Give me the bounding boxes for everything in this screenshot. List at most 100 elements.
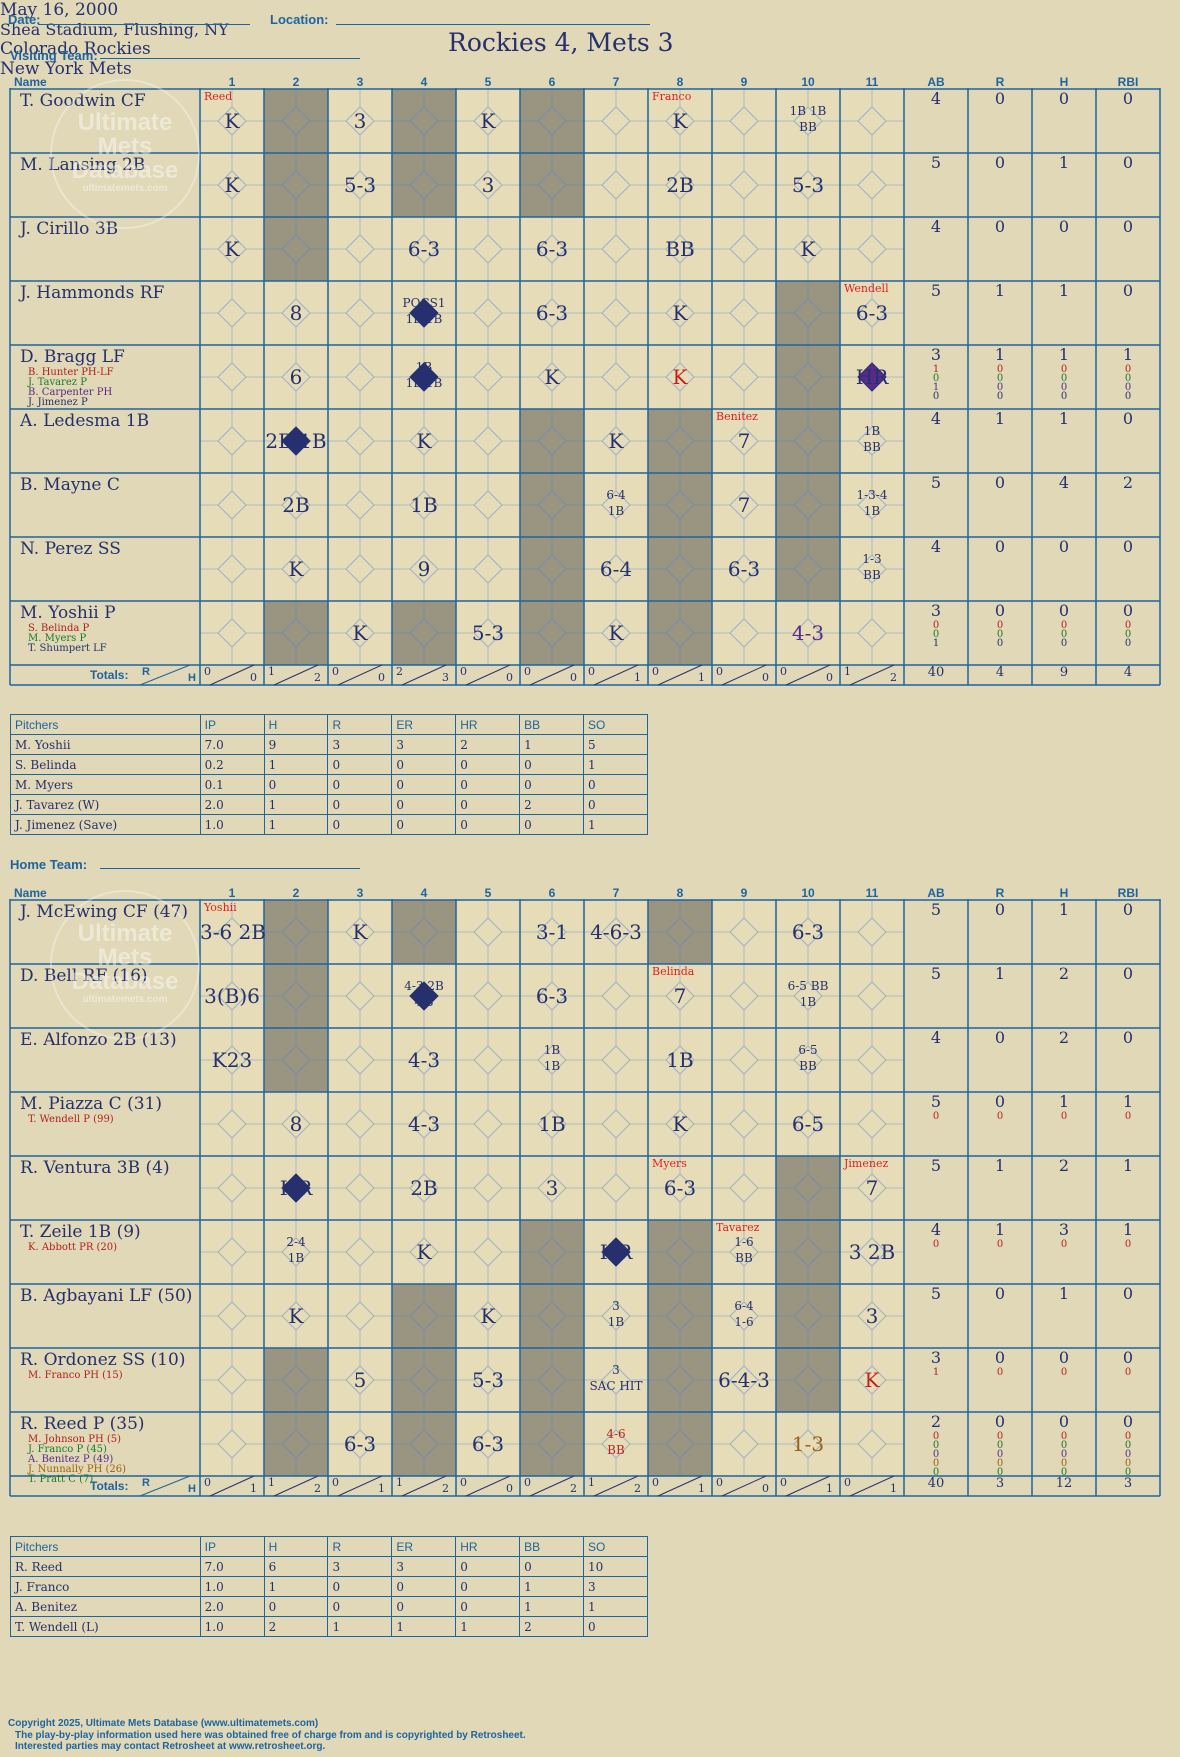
base-diamond — [857, 106, 887, 136]
inning-runs-total: 0 — [332, 665, 339, 678]
batter-r: 0 — [994, 1412, 1006, 1431]
play-result: 6-4 1-6 — [712, 1298, 776, 1330]
watermark-text: Database — [71, 968, 179, 995]
play-notation: 5-3 — [791, 173, 825, 197]
base-diamond — [793, 1301, 823, 1331]
r-column-header: R — [995, 75, 1005, 89]
base-diamond — [601, 618, 631, 648]
base-diamond — [217, 917, 247, 947]
substitute-rbi: 0 — [1124, 1239, 1132, 1250]
base-diamond — [665, 106, 695, 136]
base-diamond — [409, 1429, 439, 1459]
inning-runs-total: 0 — [332, 1476, 339, 1489]
play-notation: 9 — [417, 557, 431, 581]
play-notation: 4-6-3 — [590, 920, 642, 944]
base-diamond — [601, 106, 631, 136]
base-diamond — [729, 1045, 759, 1075]
home-team-label: Home Team: — [10, 857, 88, 872]
pitching-header-cell: HR — [455, 714, 521, 735]
base-diamond — [473, 917, 503, 947]
play-result: 1B — [520, 1112, 584, 1136]
substitute-h: 0 — [1060, 364, 1068, 375]
play-notation: 4-3 — [407, 1048, 441, 1072]
base-diamond — [217, 106, 247, 136]
play-notation: 6-3 — [855, 301, 889, 325]
play-notation: 8 — [289, 1112, 303, 1136]
substitute-rbi: 0 — [1124, 1367, 1132, 1378]
totals-slash — [529, 664, 575, 686]
substitute-rbi: 0 — [1124, 1458, 1132, 1469]
base-diamond — [345, 234, 375, 264]
base-diamond — [857, 1173, 887, 1203]
watermark-text: Database — [71, 157, 179, 184]
play-notation: 1-3 — [791, 1432, 825, 1456]
play-result: 6-3 — [712, 557, 776, 581]
play-result: 1B 1B — [520, 1042, 584, 1074]
play-notation: K — [416, 1240, 432, 1264]
base-diamond — [729, 1365, 759, 1395]
play-notation: 6-4-3 — [718, 1368, 770, 1392]
play-result: 3 2B — [840, 1240, 904, 1264]
batter-h: 0 — [1058, 89, 1070, 108]
play-notation: HR — [279, 1176, 313, 1200]
inning-hits-total: 0 — [826, 671, 833, 684]
play-notation: BB — [799, 1059, 817, 1073]
substitute-r: 0 — [996, 391, 1004, 402]
base-diamond — [729, 426, 759, 456]
base-diamond — [793, 234, 823, 264]
base-diamond — [345, 1109, 375, 1139]
pitching-header-cell: SO — [583, 714, 648, 735]
play-notation: K — [224, 173, 240, 197]
base-diamond — [409, 1365, 439, 1395]
base-diamond — [281, 170, 311, 200]
substitute-ab: 1 — [932, 638, 940, 649]
batter-rbi: 0 — [1122, 281, 1134, 300]
play-result: 6-3 — [776, 920, 840, 944]
play-notation: K — [672, 109, 688, 133]
batter-ab: 4 — [930, 409, 942, 428]
play-result: 1B BB — [840, 423, 904, 455]
batter-r: 1 — [994, 1220, 1006, 1239]
pitcher-change-note: Franco — [652, 90, 692, 103]
base-diamond — [665, 1429, 695, 1459]
base-diamond — [473, 1173, 503, 1203]
substitute-rbi: 0 — [1124, 1111, 1132, 1122]
play-notation: 4-6 — [606, 1427, 626, 1441]
play-notation: 3-1 — [535, 920, 569, 944]
play-notation: 6 — [289, 365, 303, 389]
inning-hits-total: 0 — [762, 671, 769, 684]
pitcher-stat-cell: 0 — [455, 1556, 521, 1577]
play-notation: K — [480, 1304, 496, 1328]
play-notation: 2B 1B — [265, 429, 327, 453]
play-notation: 1B — [543, 1043, 561, 1057]
pitcher-stat-cell: 0 — [391, 1576, 457, 1597]
base-diamond — [793, 554, 823, 584]
base-diamond — [473, 1301, 503, 1331]
play-notation: 4-3 2B — [404, 979, 444, 993]
pitcher-stat-cell: 2 — [519, 1616, 585, 1637]
totals-label: Totals: — [90, 668, 129, 682]
inning-hits-total: 1 — [378, 1482, 385, 1495]
base-diamond — [665, 362, 695, 392]
substitute-rbi: 0 — [1124, 1467, 1132, 1478]
rbi-column-header: RBI — [1117, 886, 1139, 900]
base-diamond — [601, 234, 631, 264]
play-result: K — [456, 1304, 520, 1328]
base-diamond — [345, 362, 375, 392]
play-notation: 1B — [666, 1048, 694, 1072]
pitcher-stat-cell: 0 — [327, 814, 393, 835]
inning-header: 1 — [228, 886, 236, 900]
play-notation: K — [672, 1112, 688, 1136]
play-result: K — [392, 1240, 456, 1264]
substitute-h: 0 — [1060, 629, 1068, 640]
play-notation: K — [608, 429, 624, 453]
base-diamond — [281, 490, 311, 520]
substitute-name: M. Myers P — [28, 633, 87, 644]
batter-name: J. Cirillo 3B — [20, 219, 119, 239]
play-result: 6-5 — [776, 1112, 840, 1136]
base-diamond — [729, 618, 759, 648]
inning-runs-total: 0 — [716, 665, 723, 678]
watermark-url: ultimatemets.com — [82, 994, 168, 1005]
pitcher-stat-cell: 0 — [263, 1596, 329, 1617]
play-notation: K — [800, 237, 816, 261]
